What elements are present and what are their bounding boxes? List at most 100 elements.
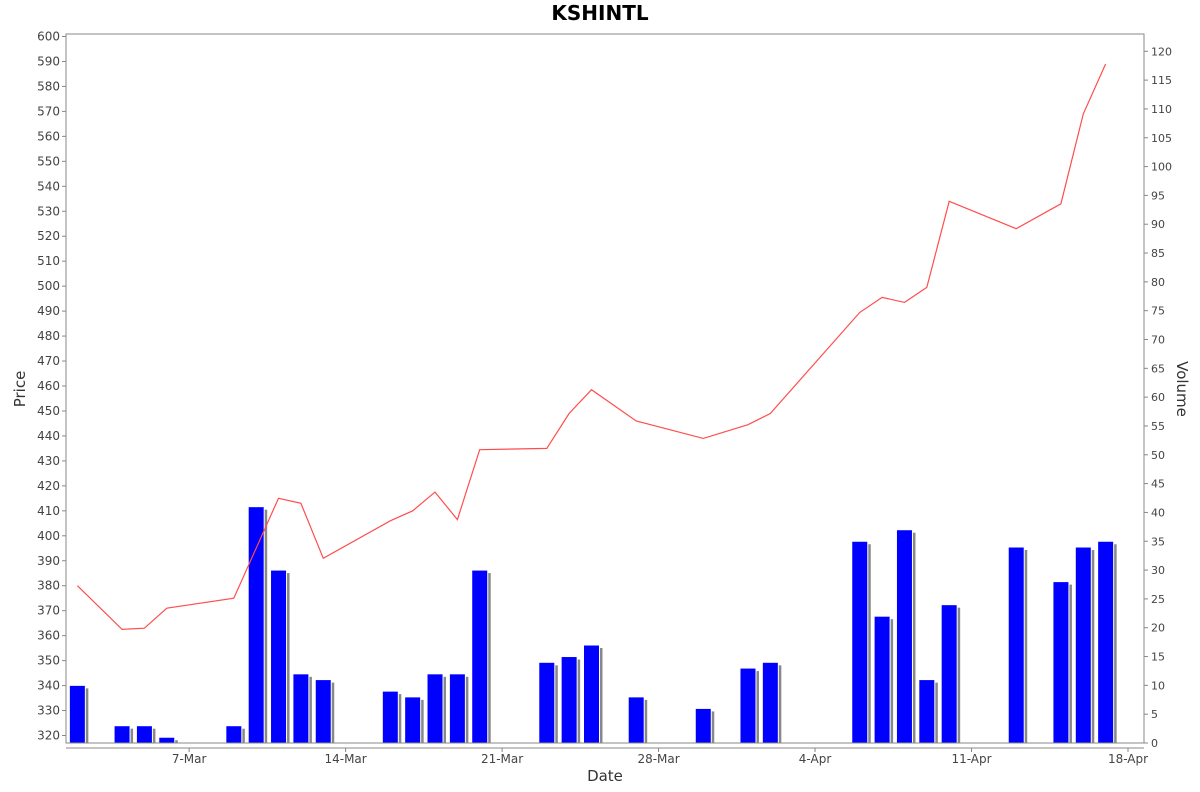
price-tick-label: 520 xyxy=(37,229,60,243)
price-tick-label: 370 xyxy=(37,604,60,618)
volume-bars xyxy=(68,506,1117,744)
price-tick-label: 510 xyxy=(37,254,60,268)
volume-tick-label: 40 xyxy=(1151,506,1165,519)
price-tick-label: 500 xyxy=(37,279,60,293)
volume-tick-label: 110 xyxy=(1151,103,1172,116)
price-tick-label: 470 xyxy=(37,354,60,368)
volume-tick-label: 0 xyxy=(1151,737,1158,750)
volume-tick-label: 120 xyxy=(1151,45,1172,58)
volume-bar xyxy=(158,736,176,744)
price-tick-label: 450 xyxy=(37,404,60,418)
price-tick-label: 570 xyxy=(37,104,60,118)
price-tick-label: 480 xyxy=(37,329,60,343)
date-tick-label: 28-Mar xyxy=(637,752,679,766)
volume-bar xyxy=(1097,540,1115,744)
volume-bar xyxy=(851,540,869,744)
date-tick-label: 7-Mar xyxy=(172,752,207,766)
date-tick-label: 14-Mar xyxy=(324,752,366,766)
price-tick-label: 340 xyxy=(37,679,60,693)
price-tick-label: 330 xyxy=(37,704,60,718)
volume-tick-label: 50 xyxy=(1151,449,1165,462)
price-tick-label: 490 xyxy=(37,304,60,318)
price-tick-label: 430 xyxy=(37,454,60,468)
volume-tick-label: 80 xyxy=(1151,276,1165,289)
volume-bar xyxy=(694,707,712,744)
price-tick-label: 540 xyxy=(37,179,60,193)
volume-tick-label: 35 xyxy=(1151,535,1165,548)
volume-bar xyxy=(1074,546,1092,744)
volume-bar xyxy=(873,615,891,744)
price-line-group xyxy=(76,63,1107,631)
date-tick-label: 4-Apr xyxy=(799,752,832,766)
date-tick-label: 18-Apr xyxy=(1108,752,1148,766)
volume-tick-label: 85 xyxy=(1151,247,1165,260)
volume-bar xyxy=(560,656,578,744)
volume-bar xyxy=(270,569,288,744)
price-tick-label: 590 xyxy=(37,54,60,68)
volume-bar xyxy=(471,569,489,744)
volume-tick-label: 5 xyxy=(1151,708,1158,721)
plot-area-border xyxy=(65,33,1145,744)
volume-tick-label: 10 xyxy=(1151,679,1165,692)
price-tick-label: 400 xyxy=(37,529,60,543)
price-tick-label: 360 xyxy=(37,629,60,643)
volume-bar xyxy=(404,696,422,744)
date-tick-label: 11-Apr xyxy=(951,752,991,766)
volume-axis: 0 5 10 15 20 25 30 35 40 45 50 55 60 65 70 75 80 85 90 95 10… xyxy=(1144,45,1172,750)
y-axis-title: Price xyxy=(11,371,29,408)
price-tick-label: 410 xyxy=(37,504,60,518)
volume-bar xyxy=(113,725,131,744)
volume-tick-label: 55 xyxy=(1151,420,1165,433)
volume-tick-label: 20 xyxy=(1151,622,1165,635)
volume-bar xyxy=(627,696,645,744)
volume-tick-label: 45 xyxy=(1151,478,1165,491)
volume-bar xyxy=(1052,581,1070,744)
x-axis-title: Date xyxy=(587,767,623,785)
volume-tick-label: 90 xyxy=(1151,218,1165,231)
price-tick-label: 420 xyxy=(37,479,60,493)
volume-bar xyxy=(135,725,153,744)
price-line xyxy=(76,63,1107,631)
volume-tick-label: 100 xyxy=(1151,161,1172,174)
price-tick-label: 530 xyxy=(37,204,60,218)
volume-bar xyxy=(940,604,958,744)
price-tick-label: 440 xyxy=(37,429,60,443)
price-tick-label: 550 xyxy=(37,154,60,168)
price-tick-label: 380 xyxy=(37,579,60,593)
volume-tick-label: 70 xyxy=(1151,334,1165,347)
volume-bar xyxy=(247,506,265,744)
price-tick-label: 350 xyxy=(37,654,60,668)
volume-bar xyxy=(381,690,399,744)
volume-bar xyxy=(448,673,466,744)
volume-tick-label: 65 xyxy=(1151,362,1165,375)
price-tick-label: 460 xyxy=(37,379,60,393)
volume-bar xyxy=(583,644,600,744)
volume-tick-label: 75 xyxy=(1151,305,1165,318)
volume-tick-label: 95 xyxy=(1151,189,1165,202)
price-tick-label: 600 xyxy=(37,29,60,43)
volume-bar xyxy=(314,679,332,744)
date-tick-label: 21-Mar xyxy=(481,752,523,766)
price-tick-label: 560 xyxy=(37,129,60,143)
volume-bar xyxy=(68,684,86,744)
price-axis: 320 330 340 350 360 370 380 390 400 410 420 430 440 4… xyxy=(37,29,66,743)
volume-bar xyxy=(538,661,556,744)
volume-bar xyxy=(1007,546,1025,744)
chart-title: KSHINTL xyxy=(551,1,648,25)
price-tick-label: 580 xyxy=(37,79,60,93)
volume-bar xyxy=(292,673,310,744)
y2-axis-title: Volume xyxy=(1173,361,1191,417)
volume-tick-label: 115 xyxy=(1151,74,1172,87)
volume-tick-label: 25 xyxy=(1151,593,1165,606)
volume-tick-label: 60 xyxy=(1151,391,1165,404)
volume-bar xyxy=(918,679,936,744)
price-tick-label: 390 xyxy=(37,554,60,568)
price-tick-label: 320 xyxy=(37,729,60,743)
volume-bar xyxy=(739,667,757,744)
volume-tick-label: 105 xyxy=(1151,132,1172,145)
volume-bar xyxy=(225,725,243,744)
volume-tick-label: 15 xyxy=(1151,651,1165,664)
date-axis: 7-Mar 14-Mar 21-Mar 28-Mar 4-Apr 11-Apr 18-Apr xyxy=(66,747,1148,766)
volume-bar xyxy=(895,529,913,744)
